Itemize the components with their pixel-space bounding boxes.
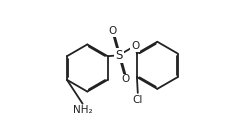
Text: O: O <box>122 74 130 84</box>
Text: O: O <box>108 26 116 36</box>
Text: NH₂: NH₂ <box>73 105 92 115</box>
Text: S: S <box>115 49 123 62</box>
Text: Cl: Cl <box>132 95 143 105</box>
Text: O: O <box>131 41 139 51</box>
